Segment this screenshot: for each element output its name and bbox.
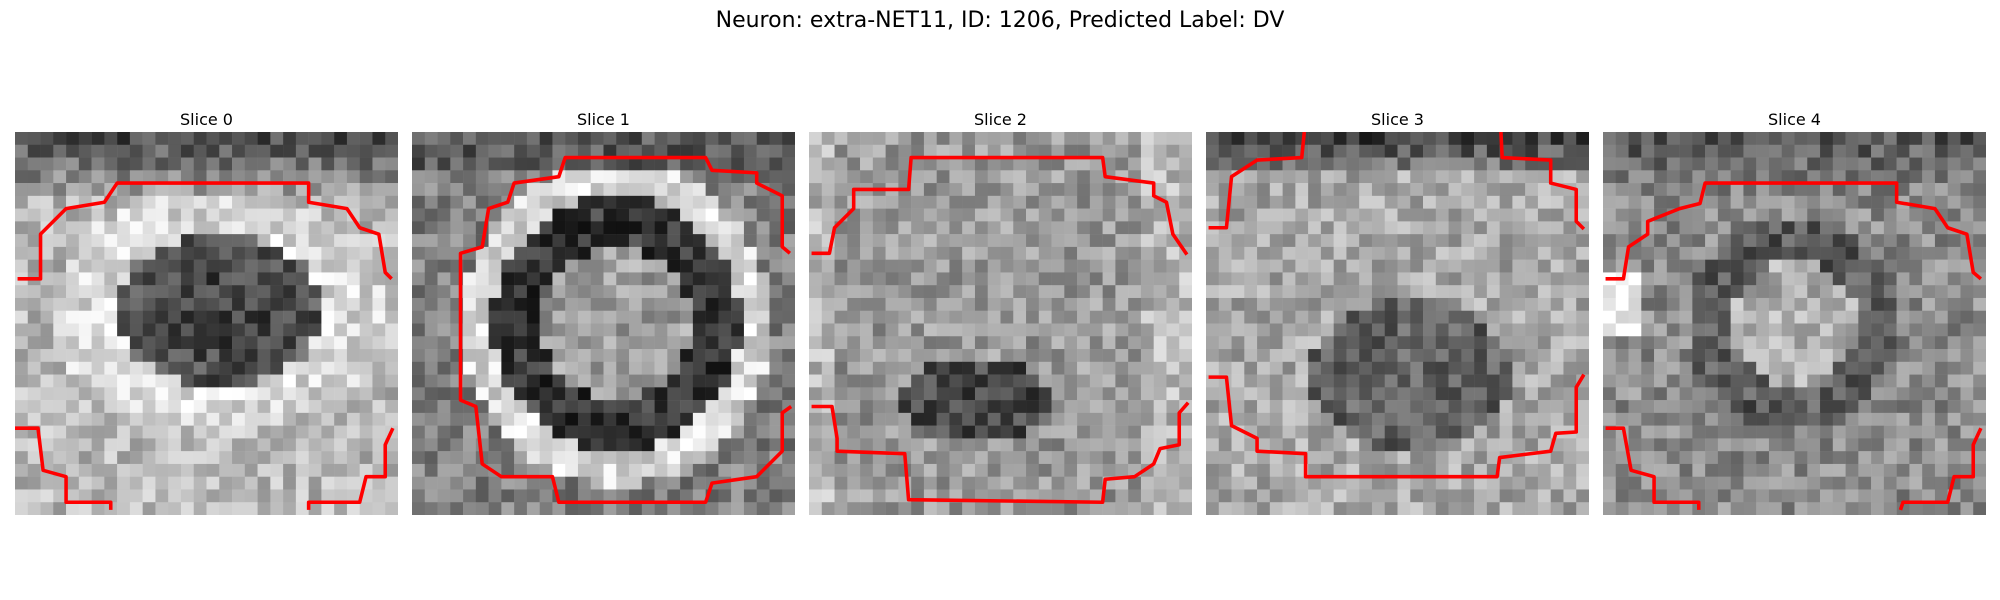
slice-panel-1: Slice 1 — [412, 110, 795, 515]
pixel-grid — [1206, 132, 1589, 515]
slice-panel-0: Slice 0 — [15, 110, 398, 515]
slice-image-1 — [412, 132, 795, 515]
slice-image-4 — [1603, 132, 1986, 515]
pixel-grid — [15, 132, 398, 515]
slice-title-2: Slice 2 — [809, 110, 1192, 132]
pixel-grid — [1603, 132, 1986, 515]
slice-panel-3: Slice 3 — [1206, 110, 1589, 515]
slice-panel-2: Slice 2 — [809, 110, 1192, 515]
pixel-grid — [412, 132, 795, 515]
slice-title-0: Slice 0 — [15, 110, 398, 132]
slice-image-3 — [1206, 132, 1589, 515]
slice-image-2 — [809, 132, 1192, 515]
slice-title-3: Slice 3 — [1206, 110, 1589, 132]
slice-panel-4: Slice 4 — [1603, 110, 1986, 515]
slice-image-0 — [15, 132, 398, 515]
slice-title-4: Slice 4 — [1603, 110, 1986, 132]
figure-title: Neuron: extra-NET11, ID: 1206, Predicted… — [0, 8, 2000, 33]
slice-title-1: Slice 1 — [412, 110, 795, 132]
